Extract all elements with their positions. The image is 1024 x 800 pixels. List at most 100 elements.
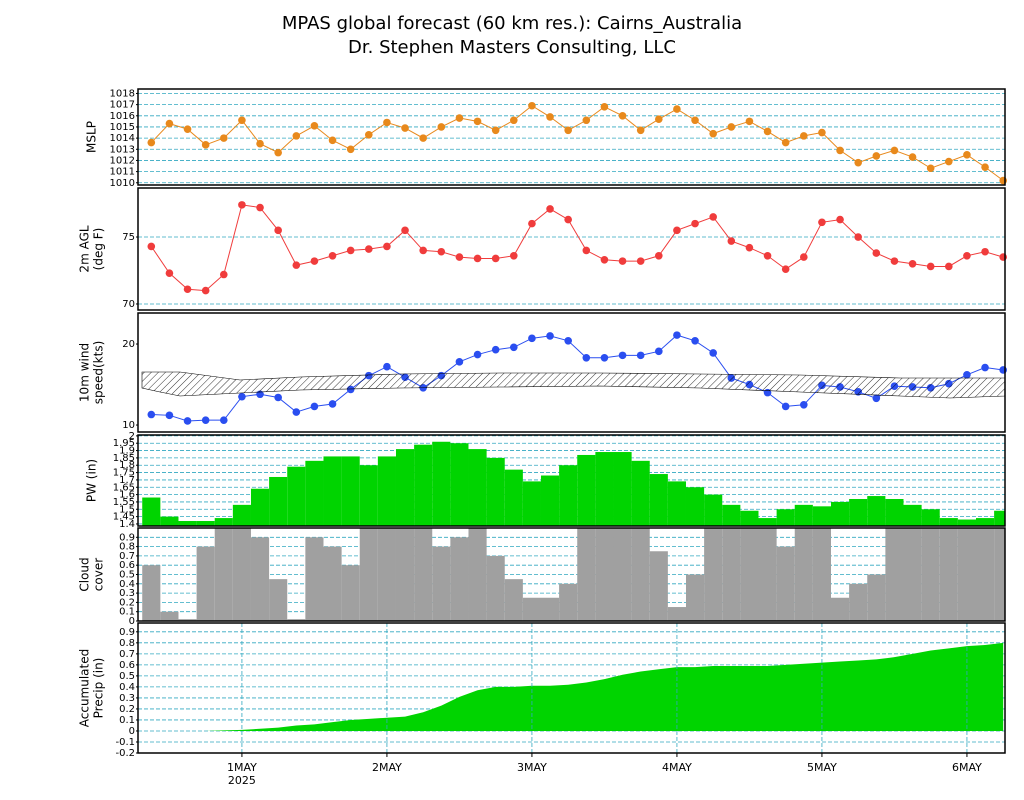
data-point — [183, 125, 192, 133]
y-tick-label: 1.9 — [119, 446, 135, 457]
y-tick-label: 1013 — [110, 144, 135, 155]
bar — [142, 497, 161, 526]
data-point — [963, 251, 971, 260]
data-point — [328, 136, 337, 145]
bar — [921, 509, 940, 526]
y-tick-label: 0.1 — [119, 715, 135, 726]
bar — [232, 504, 251, 526]
bar — [867, 496, 886, 526]
panel-frame — [137, 88, 1006, 186]
y-tick-label: 1014 — [110, 133, 135, 144]
y-tick-label: 1.65 — [113, 482, 135, 493]
bar — [740, 528, 759, 621]
data-point — [618, 257, 627, 265]
data-point — [238, 201, 246, 209]
y-axis-label: Precip (in) — [92, 658, 106, 719]
bar — [504, 469, 523, 526]
data-point — [455, 253, 464, 261]
bar — [232, 528, 251, 621]
y-tick-label: 0.9 — [119, 627, 135, 638]
data-point — [437, 247, 446, 256]
bar — [921, 528, 940, 621]
y-tick-label: 0.3 — [119, 693, 135, 704]
data-point — [763, 251, 772, 260]
y-tick-label: 1.75 — [113, 468, 135, 479]
bar — [758, 528, 777, 621]
data-point — [401, 226, 409, 235]
y-tick-label: 0.1 — [119, 607, 135, 618]
data-point — [655, 251, 663, 260]
x-tick-label: 4MAY — [662, 761, 692, 774]
data-point — [147, 242, 156, 251]
data-point — [655, 115, 663, 123]
data-point — [546, 113, 554, 121]
bar — [214, 528, 233, 621]
area — [151, 642, 1004, 731]
data-point — [926, 262, 935, 271]
y-tick-label: 0.6 — [119, 560, 135, 571]
bar — [939, 528, 958, 621]
data-point — [364, 130, 373, 139]
data-point — [274, 393, 282, 402]
bar — [667, 481, 686, 526]
y-tick-label: 1.7 — [119, 475, 135, 486]
data-point — [600, 353, 609, 362]
y-tick-label: 0.4 — [119, 682, 135, 693]
bar — [849, 583, 868, 621]
bar — [685, 574, 705, 621]
data-point — [999, 253, 1007, 261]
bar — [559, 583, 578, 621]
data-point — [618, 351, 627, 360]
bar — [994, 510, 1005, 526]
bar — [577, 454, 596, 526]
data-point — [546, 332, 554, 340]
data-point — [256, 203, 264, 212]
bar — [432, 546, 451, 621]
data-point — [238, 392, 246, 401]
bar — [957, 519, 976, 526]
bar — [776, 546, 795, 621]
data-point — [890, 257, 899, 265]
bar — [613, 452, 632, 526]
bar — [975, 518, 995, 526]
bar — [595, 528, 614, 621]
panel-frame — [137, 312, 1006, 433]
data-point — [473, 117, 482, 126]
data-point — [836, 146, 844, 155]
data-point — [256, 139, 264, 148]
data-point — [981, 363, 989, 372]
bar — [540, 597, 560, 621]
bar — [903, 504, 922, 526]
bar — [377, 528, 396, 621]
bar — [432, 441, 451, 526]
data-point — [310, 122, 319, 130]
data-point — [854, 158, 862, 167]
bar — [631, 460, 650, 526]
data-point — [691, 116, 699, 125]
y-tick-label: 1.45 — [113, 512, 135, 523]
data-point — [999, 366, 1007, 374]
y-tick-label: 1.4 — [119, 519, 135, 530]
y-tick-label: 0 — [129, 616, 135, 627]
bar — [250, 537, 270, 621]
y-tick-label: 20 — [122, 339, 135, 350]
bar — [867, 574, 886, 621]
data-point — [709, 213, 717, 221]
data-point — [836, 215, 844, 224]
bar — [395, 528, 415, 621]
bar — [577, 528, 596, 621]
bar — [142, 565, 161, 621]
bar — [885, 498, 904, 526]
bar — [214, 518, 233, 526]
y-axis-label: Accumulated — [78, 649, 92, 728]
data-point — [745, 243, 754, 252]
data-point — [745, 117, 754, 126]
data-point — [636, 257, 645, 265]
data-point — [945, 262, 953, 271]
data-point — [328, 400, 337, 408]
data-point — [147, 410, 156, 419]
data-point — [673, 105, 681, 113]
bar — [722, 504, 741, 526]
series-line — [150, 105, 1004, 181]
